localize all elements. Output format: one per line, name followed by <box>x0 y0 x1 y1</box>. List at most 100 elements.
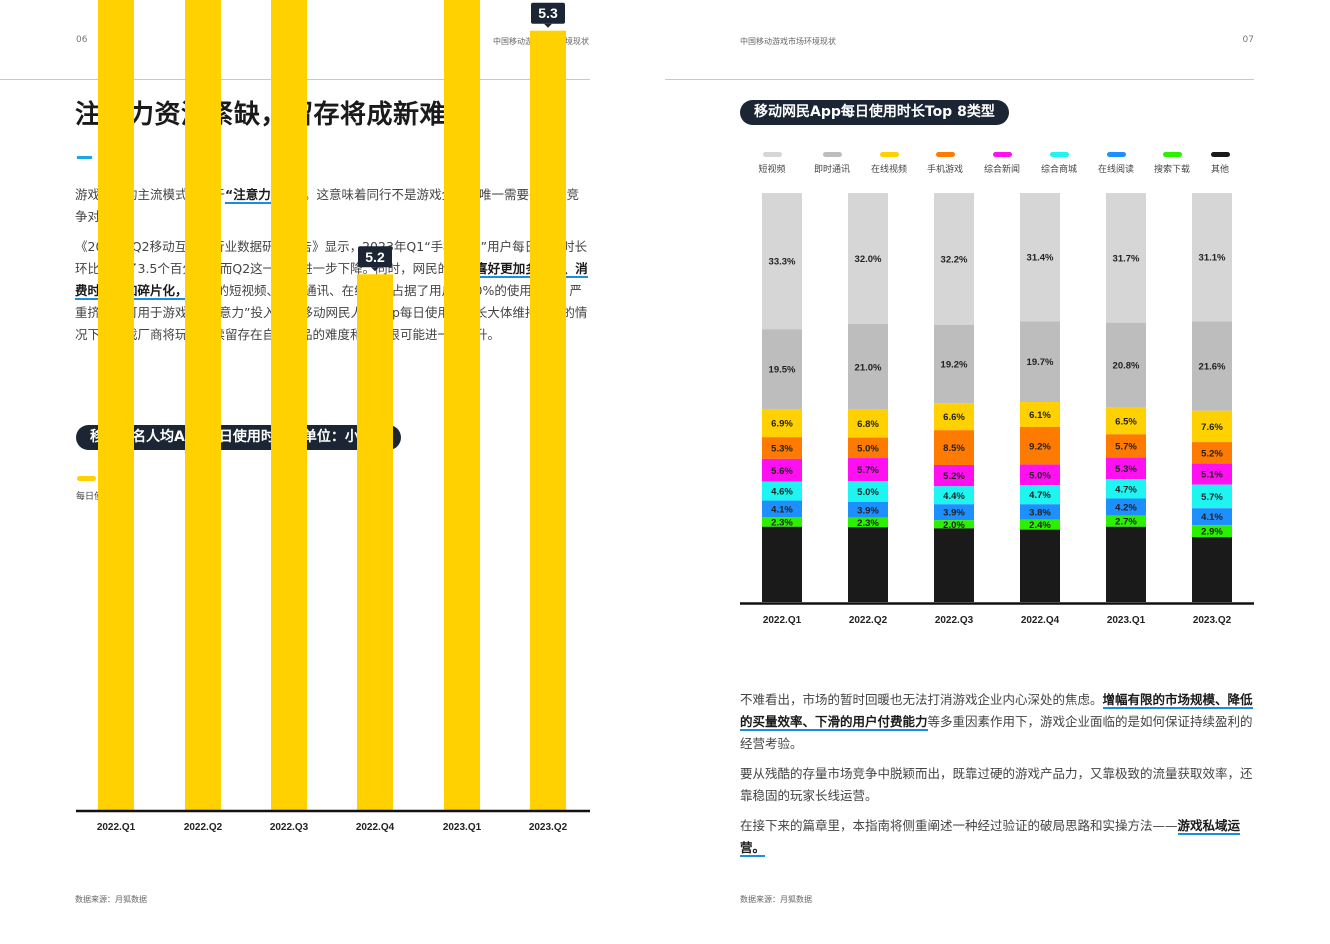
segment-label: 32.2% <box>941 254 968 265</box>
value-label-pointer <box>371 267 379 272</box>
segment-label: 21.6% <box>1199 362 1226 373</box>
segment-短视频 <box>762 193 802 330</box>
right_page-paragraph: 不难看出，市场的暂时回暖也无法打消游戏企业内心深处的焦虑。增幅有限的市场规模、降… <box>740 689 1254 755</box>
x-tick-label: 2022.Q3 <box>270 822 309 833</box>
text-run: 等多重因素作用下，游戏企业面临的是如何保证持续盈利的经营考验。 <box>740 714 1253 751</box>
segment-label: 2.0% <box>943 520 965 531</box>
segment-短视频 <box>848 193 888 324</box>
segment-label: 5.0% <box>1029 470 1051 481</box>
segment-其他 <box>848 527 888 602</box>
segment-其他 <box>762 526 802 602</box>
segment-label: 5.7% <box>1115 441 1137 452</box>
segment-手机游戏 <box>1192 442 1232 464</box>
segment-综合新闻 <box>762 458 802 482</box>
legend-label: 其他 <box>1210 165 1229 175</box>
legend-label: 在线阅读 <box>1097 165 1134 175</box>
x-tick-label: 2022.Q4 <box>1021 615 1060 626</box>
segment-即时通讯 <box>1192 321 1232 411</box>
segment-即时通讯 <box>848 323 888 410</box>
legend-label: 综合商城 <box>1040 165 1077 175</box>
left-legend-swatch <box>77 476 96 481</box>
segment-其他 <box>1192 537 1232 602</box>
legend-swatch <box>1050 152 1069 157</box>
segment-label: 3.9% <box>857 505 879 516</box>
segment-即时通讯 <box>934 324 974 404</box>
segment-在线阅读 <box>1020 504 1060 520</box>
value-label: 5.2 <box>365 249 385 265</box>
right-footer-source: 数据来源：月狐数据 <box>740 895 812 904</box>
segment-在线阅读 <box>934 504 974 521</box>
segment-label: 2.4% <box>1029 520 1051 531</box>
legend-label: 手机游戏 <box>926 165 963 175</box>
segment-手机游戏 <box>1106 434 1146 458</box>
x-tick-label: 2022.Q2 <box>849 615 888 626</box>
segment-其他 <box>1106 526 1146 602</box>
legend-label: 综合新闻 <box>983 165 1020 175</box>
segment-在线视频 <box>762 408 802 438</box>
segment-label: 4.1% <box>771 504 793 515</box>
legend-label: 在线视频 <box>870 165 907 175</box>
segment-label: 19.5% <box>769 365 796 376</box>
segment-综合商城 <box>1192 484 1232 509</box>
segment-label: 2.7% <box>1115 517 1137 528</box>
legend-swatch <box>936 152 955 157</box>
segment-搜索下载 <box>762 517 802 527</box>
legend-swatch <box>1211 152 1230 157</box>
segment-label: 2.3% <box>857 518 879 529</box>
segment-label: 6.1% <box>1029 410 1051 421</box>
segment-在线视频 <box>848 409 888 438</box>
segment-搜索下载 <box>1106 515 1146 527</box>
x-tick-label: 2022.Q4 <box>356 822 395 833</box>
legend-swatch <box>1107 152 1126 157</box>
segment-label: 4.4% <box>943 491 965 502</box>
segment-label: 8.5% <box>943 443 965 454</box>
segment-label: 3.9% <box>943 508 965 519</box>
x-tick-label: 2023.Q2 <box>1193 615 1232 626</box>
segment-综合商城 <box>934 486 974 505</box>
segment-搜索下载 <box>1020 519 1060 530</box>
segment-即时通讯 <box>1020 321 1060 402</box>
legend-label: 短视频 <box>758 165 786 175</box>
segment-在线阅读 <box>848 501 888 518</box>
segment-综合商城 <box>762 481 802 501</box>
right_page-paragraph: 在接下来的篇章里，本指南将侧重阐述一种经过验证的破局思路和实操方法——游戏私域运… <box>740 815 1254 859</box>
x-tick-label: 2022.Q2 <box>184 822 223 833</box>
segment-综合新闻 <box>1020 464 1060 486</box>
segment-在线视频 <box>1020 401 1060 427</box>
segment-短视频 <box>1020 193 1060 322</box>
segment-label: 6.8% <box>857 419 879 430</box>
segment-label: 5.1% <box>1201 470 1223 481</box>
bar-2022.Q3 <box>271 0 307 811</box>
right-header-title: 中国移动游戏市场环境现状 <box>740 37 836 46</box>
right-body-text: 不难看出，市场的暂时回暖也无法打消游戏企业内心深处的焦虑。增幅有限的市场规模、降… <box>740 689 1254 867</box>
segment-label: 5.3% <box>771 444 793 455</box>
x-tick-label: 2022.Q1 <box>763 615 802 626</box>
segment-在线视频 <box>1192 410 1232 443</box>
text-run: 要从残酷的存量市场竞争中脱颖而出，既靠过硬的游戏产品力，又靠极致的流量获取效率，… <box>740 766 1253 803</box>
legend-label: 即时通讯 <box>813 165 850 175</box>
right-chart-title: 移动网民App每日使用时长Top 8类型 <box>740 100 1009 125</box>
left-footer-source: 数据来源：月狐数据 <box>75 895 147 904</box>
segment-label: 31.7% <box>1113 253 1140 264</box>
x-tick-label: 2022.Q1 <box>97 822 136 833</box>
x-tick-label: 2023.Q2 <box>529 822 568 833</box>
segment-label: 4.1% <box>1201 512 1223 523</box>
segment-label: 5.0% <box>857 443 879 454</box>
segment-label: 5.7% <box>1201 492 1223 503</box>
segment-短视频 <box>1106 193 1146 323</box>
bar-2022.Q2 <box>185 0 221 810</box>
segment-综合商城 <box>848 481 888 502</box>
segment-label: 5.6% <box>771 466 793 477</box>
segment-label: 2.9% <box>1201 527 1223 538</box>
left-bar-chart: 5.42022.Q15.52022.Q25.42022.Q35.22022.Q4… <box>76 0 590 833</box>
highlighted-phrase: 游戏私域运营。 <box>740 818 1241 857</box>
segment-label: 4.7% <box>1029 490 1051 501</box>
text-run: 在接下来的篇章里，本指南将侧重阐述一种经过验证的破局思路和实操方法—— <box>740 818 1178 833</box>
segment-label: 31.1% <box>1199 253 1226 264</box>
segment-label: 7.6% <box>1201 422 1223 433</box>
value-label-pointer <box>544 23 552 28</box>
segment-在线阅读 <box>1192 508 1232 526</box>
segment-label: 5.2% <box>1201 448 1223 459</box>
segment-label: 4.2% <box>1115 503 1137 514</box>
segment-label: 6.6% <box>943 412 965 423</box>
